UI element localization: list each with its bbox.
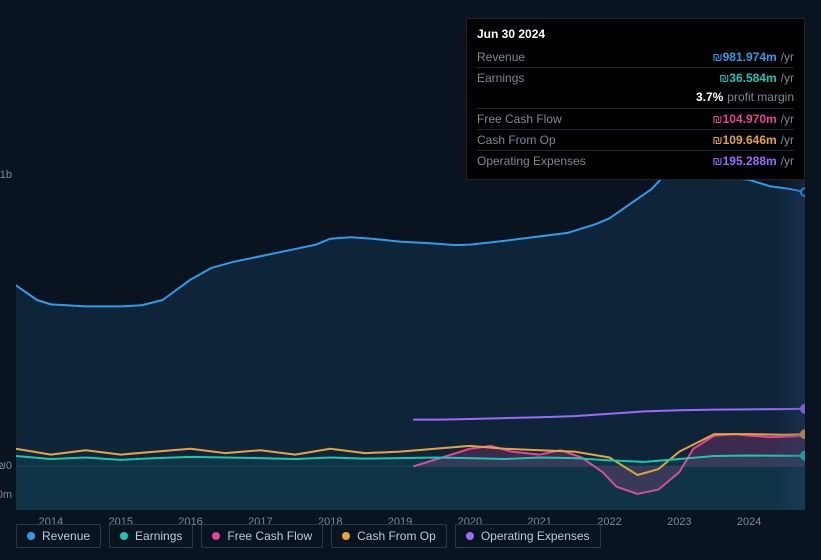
x-axis-label: 2022 xyxy=(597,516,621,528)
end-marker-opex xyxy=(801,405,805,413)
tooltip-value: 981.974m xyxy=(723,50,777,64)
legend-dot-icon xyxy=(342,532,350,540)
x-axis-label: 2024 xyxy=(737,516,761,528)
tooltip-row: Cash From Op₪109.646m/yr xyxy=(477,129,794,150)
area-earnings xyxy=(16,455,805,510)
tooltip-label: Earnings xyxy=(477,71,524,85)
tooltip-value: 36.584m xyxy=(729,71,776,85)
legend-dot-icon xyxy=(212,532,220,540)
tooltip-label: Revenue xyxy=(477,50,525,64)
tooltip-label: Operating Expenses xyxy=(477,154,586,168)
tooltip-label: Cash From Op xyxy=(477,133,556,147)
legend-item-opex[interactable]: Operating Expenses xyxy=(455,524,601,548)
legend-item-fcf[interactable]: Free Cash Flow xyxy=(201,524,323,548)
legend-dot-icon xyxy=(120,532,128,540)
tooltip-row: Earnings₪36.584m/yr xyxy=(477,67,794,88)
legend-label: Cash From Op xyxy=(357,529,436,543)
legend-dot-icon xyxy=(466,532,474,540)
end-marker-earnings xyxy=(801,452,805,460)
chart-area: ₪1b₪0-₪100m 2014201520162017201820192020… xyxy=(16,160,805,510)
legend-label: Operating Expenses xyxy=(481,529,590,543)
x-axis-label: 2023 xyxy=(667,516,691,528)
y-axis-label: -₪100m xyxy=(0,489,12,501)
tooltip-row: Operating Expenses₪195.288m/yr xyxy=(477,150,794,171)
y-axis-label: ₪0 xyxy=(0,460,12,472)
tooltip-row: Free Cash Flow₪104.970m/yr xyxy=(477,108,794,129)
tooltip-value: 104.970m xyxy=(723,112,777,126)
tooltip-row: Revenue₪981.974m/yr xyxy=(477,47,794,67)
end-marker-cashop xyxy=(801,430,805,438)
end-marker-revenue xyxy=(801,188,805,196)
legend-label: Free Cash Flow xyxy=(227,529,312,543)
tooltip-label: Free Cash Flow xyxy=(477,112,562,126)
legend-label: Revenue xyxy=(42,529,90,543)
tooltip-rows: Revenue₪981.974m/yrEarnings₪36.584m/yr3.… xyxy=(477,47,794,171)
tooltip-margin: 3.7%profit margin xyxy=(477,88,794,108)
tooltip-date: Jun 30 2024 xyxy=(477,27,794,41)
y-axis-label: ₪1b xyxy=(0,169,12,181)
legend-dot-icon xyxy=(27,532,35,540)
legend-label: Earnings xyxy=(135,529,182,543)
tooltip-value: 195.288m xyxy=(723,154,777,168)
chart-tooltip: Jun 30 2024 Revenue₪981.974m/yrEarnings₪… xyxy=(466,18,805,180)
legend-item-cashop[interactable]: Cash From Op xyxy=(331,524,447,548)
legend-item-earnings[interactable]: Earnings xyxy=(109,524,193,548)
legend: Revenue Earnings Free Cash Flow Cash From O… xyxy=(16,524,601,548)
legend-item-revenue[interactable]: Revenue xyxy=(16,524,101,548)
tooltip-value: 109.646m xyxy=(723,133,777,147)
chart-svg xyxy=(16,160,805,510)
